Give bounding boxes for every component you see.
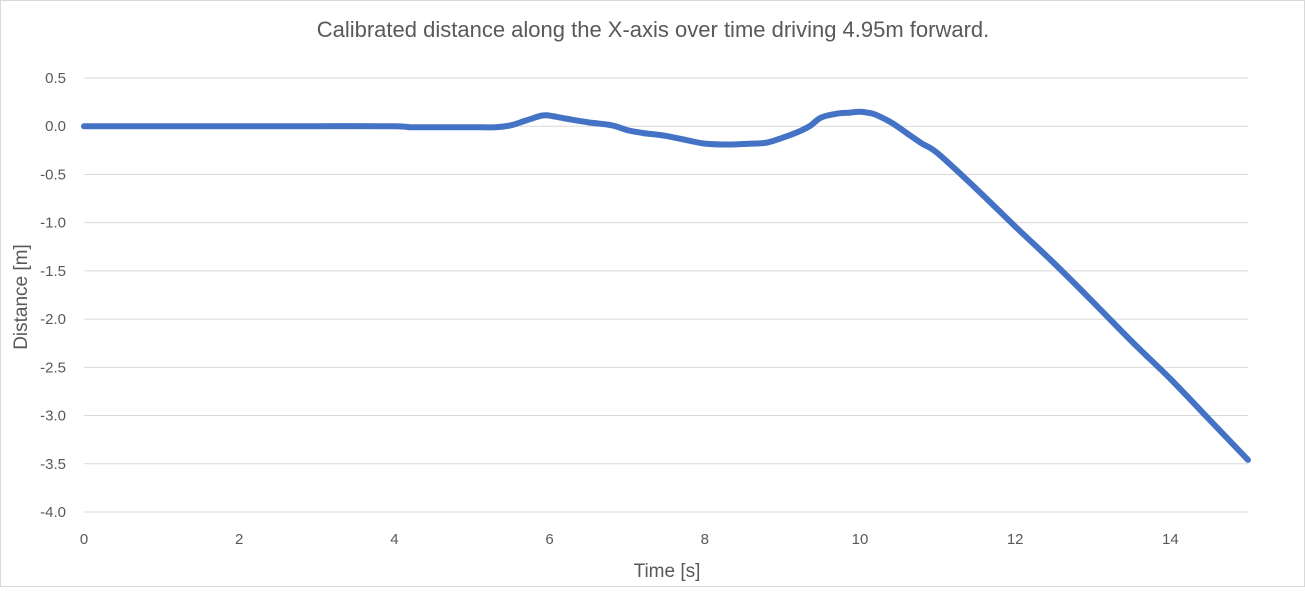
x-tick-label: 4 — [390, 531, 398, 548]
distance-series-line — [81, 108, 1251, 463]
gridlines — [84, 77, 1248, 513]
x-tick-label: 6 — [545, 531, 553, 548]
y-tick-label: -1.5 — [40, 263, 66, 280]
x-tick-label: 12 — [1007, 531, 1024, 548]
chart-title: Calibrated distance along the X-axis ove… — [317, 17, 990, 42]
y-tick-label: -1.0 — [40, 215, 66, 232]
y-tick-label: 0.0 — [45, 118, 66, 135]
y-tick-label: -0.5 — [40, 166, 66, 183]
y-tick-label: -3.0 — [40, 408, 66, 425]
x-tick-label: 2 — [235, 531, 243, 548]
y-tick-label: -3.5 — [40, 456, 66, 473]
y-axis-title: Distance [m] — [11, 244, 32, 350]
y-tick-label: 0.5 — [45, 70, 66, 87]
x-axis-ticks: 0 2 4 6 8 10 12 14 — [80, 531, 1179, 548]
y-tick-label: -4.0 — [40, 504, 66, 521]
y-tick-label: -2.0 — [40, 311, 66, 328]
y-tick-label: -2.5 — [40, 359, 66, 376]
x-tick-label: 0 — [80, 531, 88, 548]
y-axis-ticks: 0.5 0.0 -0.5 -1.0 -1.5 -2.0 -2.5 -3.0 -3.5 -4.0 — [40, 70, 66, 521]
x-tick-label: 14 — [1162, 531, 1179, 548]
x-tick-label: 10 — [852, 531, 869, 548]
x-tick-label: 8 — [701, 531, 709, 548]
x-axis-title: Time [s] — [634, 561, 701, 582]
